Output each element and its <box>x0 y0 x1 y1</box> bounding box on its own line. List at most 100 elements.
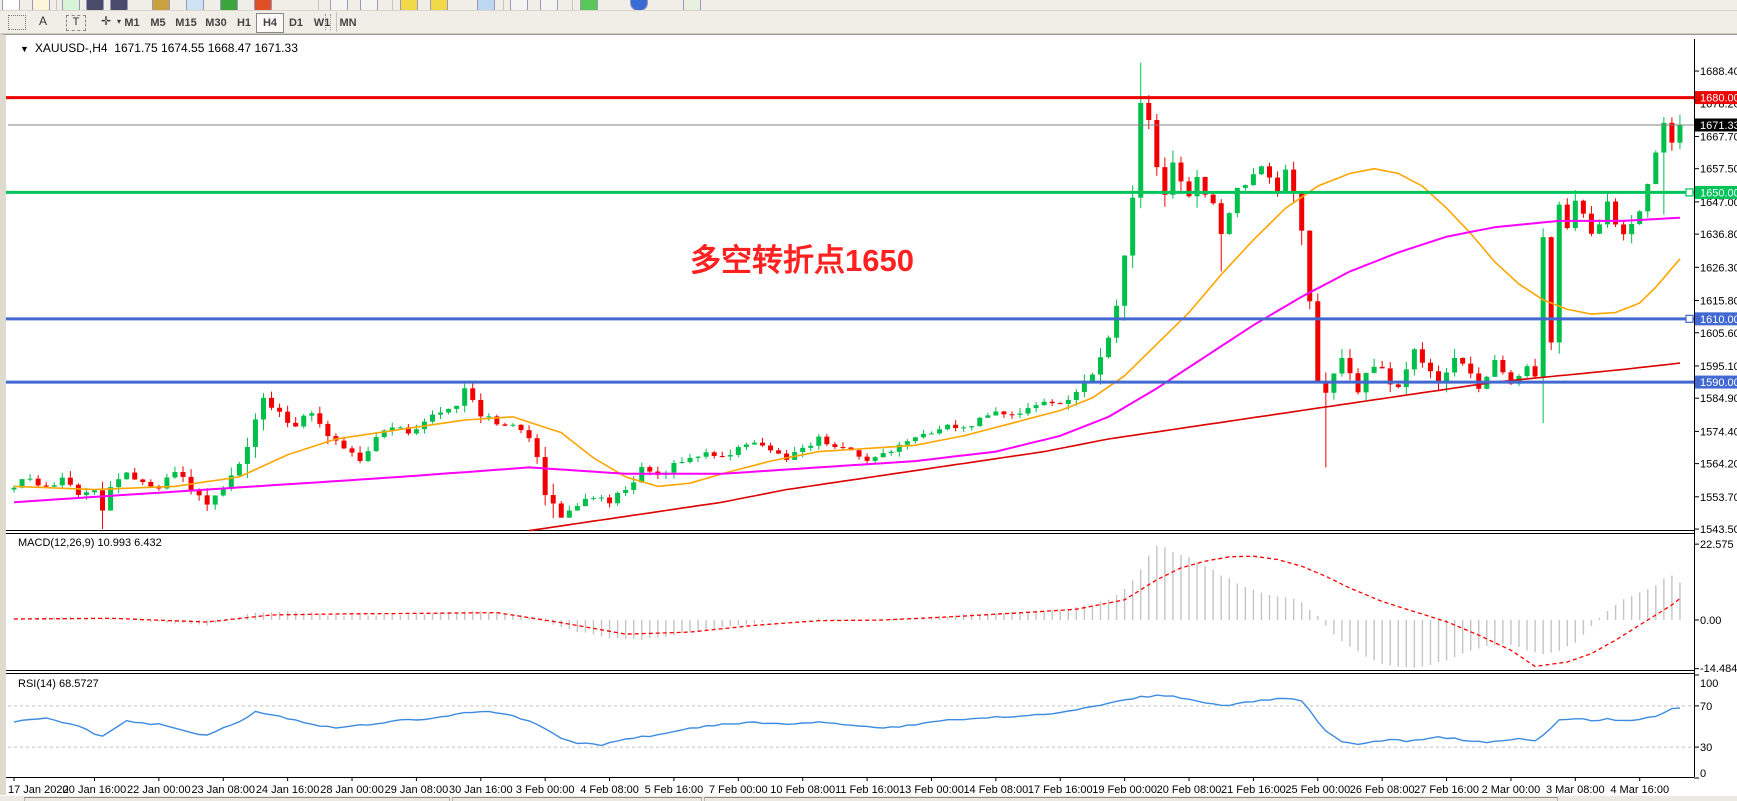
new-chart-icon[interactable] <box>2 0 20 10</box>
hline-handle[interactable] <box>1685 314 1694 323</box>
candle-body <box>840 447 846 449</box>
crayon-icon[interactable] <box>152 0 170 10</box>
candle-body <box>945 424 951 430</box>
candle-body <box>1122 255 1128 306</box>
shrink-h-icon[interactable] <box>540 0 558 10</box>
chevron-down-icon[interactable]: ▼ <box>20 44 29 54</box>
candle-body <box>108 487 114 511</box>
candle-body <box>977 417 983 427</box>
hline-objects[interactable] <box>6 96 1694 384</box>
candle-body <box>816 436 822 446</box>
price-badge-label: 1680.00 <box>1700 93 1737 105</box>
tf-button-H4[interactable]: H4 <box>256 13 284 33</box>
candle-body <box>985 415 991 418</box>
rsi-tick-label: 30 <box>1700 742 1712 754</box>
candle-body <box>405 427 411 434</box>
zoom-icon[interactable] <box>32 0 50 10</box>
candle-body <box>478 399 484 417</box>
cursor-dropdown-icon[interactable]: ▾ <box>116 17 121 26</box>
chart-window-icon[interactable] <box>683 0 701 10</box>
expand-h-icon[interactable] <box>510 0 528 10</box>
candle-body <box>1210 194 1216 204</box>
candle-body <box>743 444 749 448</box>
toolbar-separator <box>392 0 393 10</box>
tf-button-D1[interactable]: D1 <box>288 17 304 29</box>
tf-button-M1[interactable]: M1 <box>124 17 140 29</box>
time-tick-label: 27 Feb 16:00 <box>1414 784 1479 796</box>
label-tool-icon[interactable]: T <box>66 15 86 31</box>
candle-body <box>83 492 89 495</box>
text-tool-icon[interactable]: A <box>38 14 47 28</box>
time-tick-label: 4 Mar 16:00 <box>1610 784 1669 796</box>
price-badge-label: 1671.33 <box>1700 120 1737 132</box>
time-tick-label: 28 Jan 00:00 <box>320 784 384 796</box>
candle-body <box>1283 169 1289 192</box>
candle-body <box>309 413 315 416</box>
globe-icon[interactable] <box>220 0 238 10</box>
candle-body <box>1653 152 1659 185</box>
candle-body <box>446 408 452 413</box>
cursor-tool-icon[interactable]: ✛ <box>100 14 112 28</box>
candle-body <box>172 472 178 478</box>
rsi-panel[interactable]: 100 70 30 0 RSI(14) 68.5727 <box>8 674 1718 780</box>
candle-body <box>1411 349 1417 370</box>
candle-body <box>1605 201 1611 225</box>
candle-body <box>566 510 572 518</box>
candle-body <box>430 414 435 422</box>
candle-body <box>1114 305 1120 338</box>
candle-body <box>679 462 685 464</box>
candle-body <box>1073 392 1079 400</box>
grid-icon[interactable] <box>8 15 26 30</box>
candle-body <box>269 397 275 408</box>
candle-body <box>341 440 347 449</box>
tf-button-M30[interactable]: M30 <box>205 17 227 29</box>
pencil2-icon[interactable] <box>430 0 448 10</box>
chart-window[interactable]: ▼ XAUUSD-,H4 1671.75 1674.55 1668.47 1671… <box>0 34 1737 796</box>
ohlc-low: 1668.47 <box>207 41 252 55</box>
candle-body <box>486 416 492 418</box>
candle-body <box>1178 162 1184 182</box>
tile-windows-icon[interactable] <box>477 0 495 10</box>
toolbar-separator <box>318 0 319 10</box>
candle-body <box>470 388 476 400</box>
status-segment <box>452 797 702 801</box>
tf-button-H1[interactable]: H1 <box>236 17 252 29</box>
tf-button-W1[interactable]: W1 <box>313 17 331 29</box>
candle-body <box>953 424 959 429</box>
pencil-icon[interactable] <box>400 0 418 10</box>
price-badge-bg <box>1695 375 1737 389</box>
chart-type-icon[interactable] <box>86 0 104 10</box>
tf-button-M15[interactable]: M15 <box>175 17 197 29</box>
candle-body <box>1572 200 1578 229</box>
candle-body <box>1645 184 1651 212</box>
add-chart-icon[interactable] <box>62 0 80 10</box>
macd-panel[interactable]: 22.575 0.00 -14.484 MACD(12,26,9) 10.993 6.… <box>13 537 1737 675</box>
add-indicator-icon[interactable] <box>580 0 598 10</box>
toolbar-drag-handle[interactable] <box>325 14 331 30</box>
new-order-icon[interactable] <box>110 0 128 10</box>
tf-button-M5[interactable]: M5 <box>150 17 166 29</box>
hline-tool-icon[interactable] <box>330 0 348 10</box>
vline-tool-icon[interactable] <box>360 0 378 10</box>
candle-body <box>349 448 355 453</box>
price-chart[interactable]: 1688.401678.201667.701657.501647.001636.… <box>6 35 1737 796</box>
candle-body <box>1275 177 1281 192</box>
candle-body <box>582 498 588 507</box>
hline-handle[interactable] <box>1685 188 1694 197</box>
refresh-icon[interactable] <box>630 0 648 10</box>
navigator-icon[interactable] <box>186 0 204 10</box>
time-tick-label: 22 Jan 00:00 <box>127 784 191 796</box>
time-tick-label: 3 Feb 00:00 <box>516 784 575 796</box>
macd-tick-label: -14.484 <box>1700 663 1737 675</box>
candle-body <box>11 487 17 490</box>
time-tick-label: 19 Feb 00:00 <box>1092 784 1157 796</box>
time-tick-label: 11 Feb 16:00 <box>835 784 899 796</box>
status-bar <box>0 795 1737 801</box>
price-badge: 1650.00 <box>1695 185 1737 199</box>
time-tick-label: 23 Jan 08:00 <box>191 784 255 796</box>
candle-body <box>928 433 934 435</box>
alert-icon[interactable] <box>254 0 272 10</box>
chart-annotation[interactable]: 多空转折点1650 <box>690 243 914 278</box>
tf-button-MN[interactable]: MN <box>339 17 357 29</box>
